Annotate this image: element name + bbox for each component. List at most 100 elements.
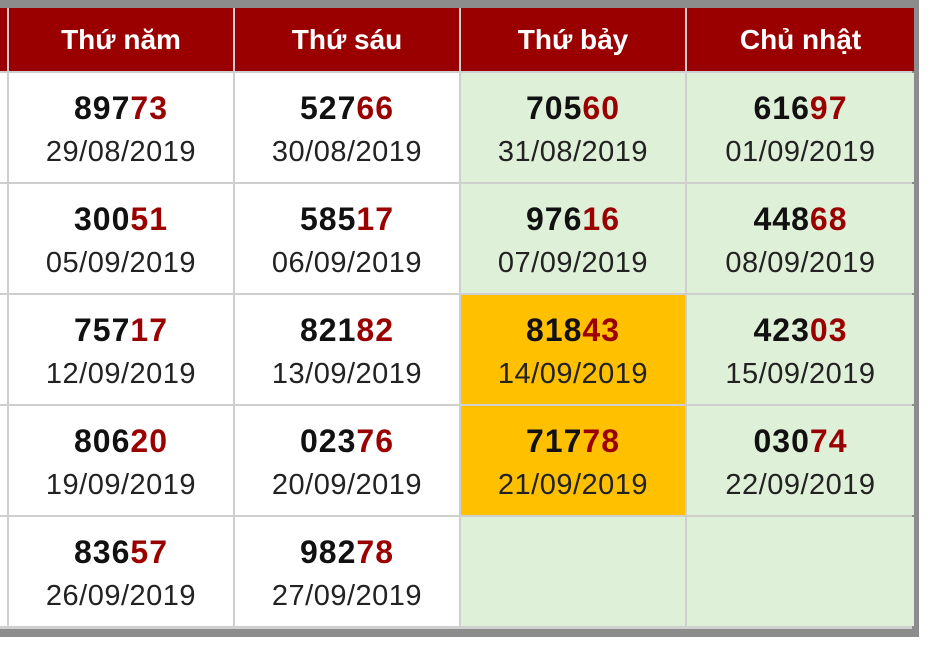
result-number: 42303	[754, 310, 848, 350]
result-number: 81843	[526, 310, 620, 350]
result-number-prefix: 897	[74, 89, 131, 126]
result-cell: 42303 15/09/2019	[687, 295, 914, 404]
result-number: 83657	[74, 532, 168, 572]
result-number-prefix: 757	[74, 311, 131, 348]
result-cell: 97616 07/09/2019	[461, 184, 685, 293]
result-cell: 52766 30/08/2019	[235, 73, 459, 182]
result-date: 31/08/2019	[497, 135, 649, 168]
result-number: 97616	[526, 199, 620, 239]
result-number-prefix: 030	[753, 422, 810, 459]
result-number-suffix: 17	[356, 200, 394, 237]
result-number-suffix: 60	[582, 89, 620, 126]
result-number-suffix: 97	[809, 89, 848, 126]
result-number-prefix: 717	[526, 422, 583, 459]
result-number-prefix: 023	[300, 422, 357, 459]
result-number-prefix: 423	[753, 311, 810, 348]
result-cell: 70560 31/08/2019	[461, 73, 685, 182]
results-table: Thứ năm Thứ sáu Thứ bảy Chủ nhật 89773 29…	[0, 8, 914, 629]
result-number-suffix: 43	[582, 311, 620, 348]
result-cell: 89773 29/08/2019	[9, 73, 233, 182]
result-date: 07/09/2019	[497, 246, 649, 279]
result-number-suffix: 73	[130, 89, 168, 126]
result-number: 71778	[526, 421, 620, 461]
header-cell-partial	[0, 8, 7, 71]
result-number-suffix: 03	[809, 311, 848, 348]
result-number-suffix: 16	[582, 200, 620, 237]
result-cell: 81843 14/09/2019	[461, 295, 685, 404]
result-date: 27/09/2019	[271, 579, 423, 612]
result-cell: 44868 08/09/2019	[687, 184, 914, 293]
result-cell	[461, 517, 685, 626]
result-number: 89773	[74, 88, 168, 128]
row-stub-cell	[0, 184, 7, 293]
result-date: 26/09/2019	[45, 579, 197, 612]
result-number-prefix: 821	[300, 311, 357, 348]
header-thu-bay: Thứ bảy	[461, 8, 685, 71]
result-number-prefix: 527	[300, 89, 357, 126]
result-number-suffix: 68	[809, 200, 848, 237]
result-number-prefix: 976	[526, 200, 583, 237]
result-number: 80620	[74, 421, 168, 461]
result-cell: 30051 05/09/2019	[9, 184, 233, 293]
result-date: 20/09/2019	[271, 468, 423, 501]
result-number: 98278	[300, 532, 394, 572]
result-number: 58517	[300, 199, 394, 239]
result-number-suffix: 74	[809, 422, 848, 459]
result-cell: 82182 13/09/2019	[235, 295, 459, 404]
header-chu-nhat: Chủ nhật	[687, 8, 914, 71]
result-number-prefix: 818	[526, 311, 583, 348]
result-number: 75717	[74, 310, 168, 350]
result-number-suffix: 51	[130, 200, 168, 237]
row-stub-cell	[0, 73, 7, 182]
result-number: 44868	[754, 199, 848, 239]
result-cell: 75717 12/09/2019	[9, 295, 233, 404]
result-date: 08/09/2019	[725, 246, 876, 279]
result-number: 30051	[74, 199, 168, 239]
result-date: 30/08/2019	[271, 135, 423, 168]
result-number: 61697	[754, 88, 848, 128]
row-stub-cell	[0, 517, 7, 626]
result-number-prefix: 585	[300, 200, 357, 237]
result-date: 06/09/2019	[271, 246, 423, 279]
result-cell: 71778 21/09/2019	[461, 406, 685, 515]
result-date: 12/09/2019	[45, 357, 197, 390]
result-number-prefix: 300	[74, 200, 131, 237]
result-number-suffix: 20	[130, 422, 168, 459]
result-number-prefix: 705	[526, 89, 583, 126]
result-cell: 58517 06/09/2019	[235, 184, 459, 293]
result-number: 82182	[300, 310, 394, 350]
result-number-suffix: 66	[356, 89, 394, 126]
result-date: 29/08/2019	[45, 135, 197, 168]
result-cell: 03074 22/09/2019	[687, 406, 914, 515]
result-date: 01/09/2019	[725, 135, 876, 168]
result-number-suffix: 76	[356, 422, 394, 459]
result-date: 19/09/2019	[45, 468, 197, 501]
result-number-suffix: 57	[130, 533, 168, 570]
result-number: 70560	[526, 88, 620, 128]
result-number: 02376	[300, 421, 394, 461]
result-date: 22/09/2019	[725, 468, 876, 501]
result-cell: 80620 19/09/2019	[9, 406, 233, 515]
row-stub-cell	[0, 295, 7, 404]
row-stub-cell	[0, 406, 7, 515]
result-number-suffix: 17	[130, 311, 168, 348]
result-number-suffix: 78	[582, 422, 620, 459]
result-cell: 02376 20/09/2019	[235, 406, 459, 515]
result-number-prefix: 806	[74, 422, 131, 459]
result-number-prefix: 616	[753, 89, 810, 126]
result-date: 05/09/2019	[45, 246, 197, 279]
header-thu-sau: Thứ sáu	[235, 8, 459, 71]
result-date: 21/09/2019	[497, 468, 649, 501]
result-date: 13/09/2019	[271, 357, 423, 390]
result-cell	[687, 517, 914, 626]
result-date: 14/09/2019	[497, 357, 649, 390]
result-date: 15/09/2019	[725, 357, 876, 390]
result-cell: 83657 26/09/2019	[9, 517, 233, 626]
result-number-prefix: 836	[74, 533, 131, 570]
result-number-suffix: 78	[356, 533, 394, 570]
result-number: 03074	[754, 421, 848, 461]
result-number: 52766	[300, 88, 394, 128]
result-number-prefix: 448	[753, 200, 810, 237]
result-number-suffix: 82	[356, 311, 394, 348]
result-number-prefix: 982	[300, 533, 357, 570]
